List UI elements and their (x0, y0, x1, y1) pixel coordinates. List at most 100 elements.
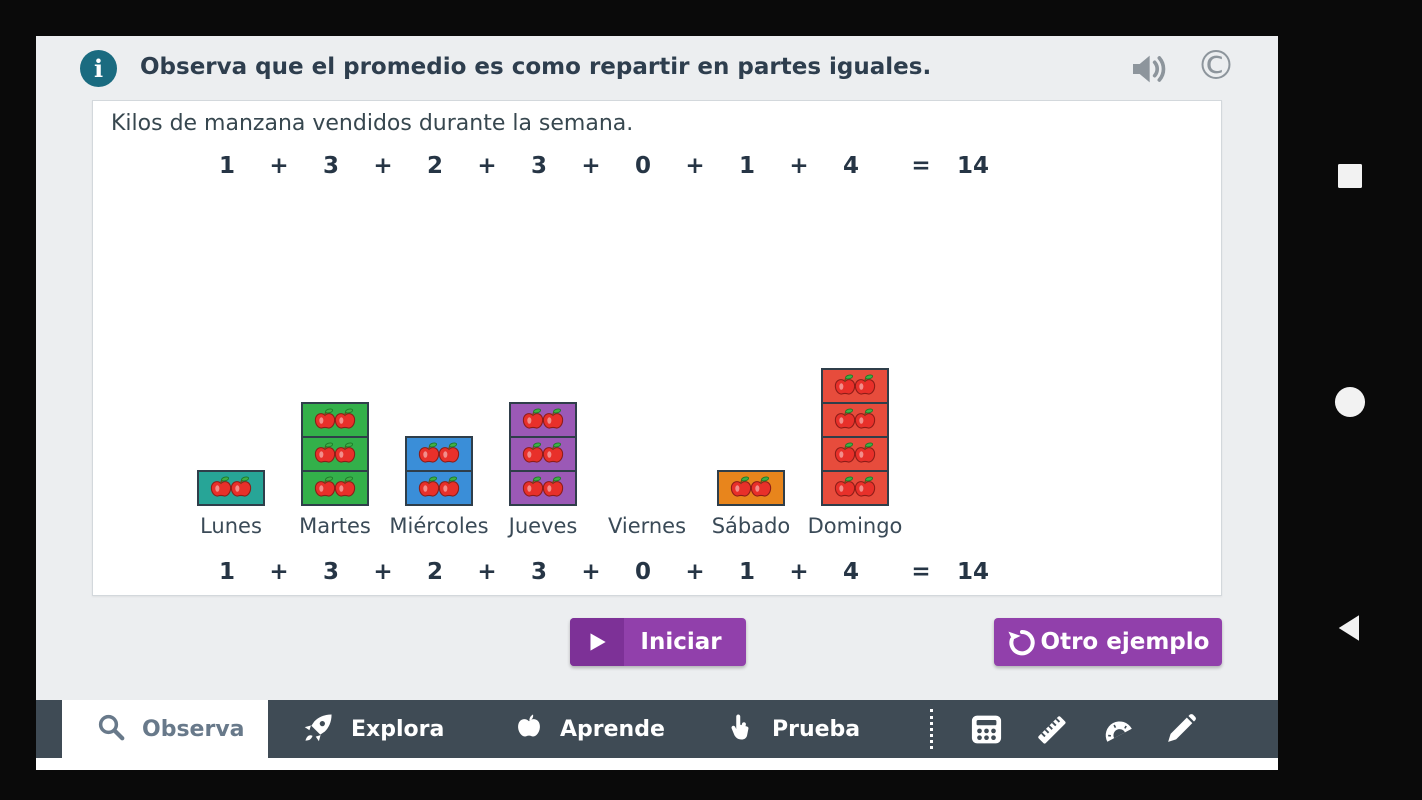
equation-token: + (789, 153, 809, 179)
equation-token: + (373, 153, 393, 179)
chart-column: Sábado (699, 366, 803, 538)
bottom-strip (36, 758, 1278, 770)
apple-cell[interactable] (821, 402, 889, 438)
tabs: Observa Explora Aprende Prueba (62, 700, 904, 758)
equation-token: + (477, 153, 497, 179)
equation-token: + (581, 559, 601, 585)
bar-stack (197, 366, 265, 506)
equation-token: 2 (426, 559, 443, 585)
equation-token: 14 (956, 559, 989, 585)
content-panel: Kilos de manzana vendidos durante la sem… (92, 100, 1222, 596)
day-label: Viernes (607, 514, 687, 538)
tab-explora[interactable]: Explora (268, 700, 480, 758)
header: i Observa que el promedio es como repart… (36, 36, 1278, 100)
equation-token: 3 (530, 559, 547, 585)
bar-chart: Lunes Martes Miércoles Jueves Viernes Sábado D… (179, 366, 907, 538)
tab-prueba[interactable]: Prueba (692, 700, 904, 758)
tab-label: Aprende (560, 716, 665, 742)
tab-label: Observa (142, 716, 245, 742)
apple-cell[interactable] (821, 368, 889, 404)
apple-cell[interactable] (821, 470, 889, 506)
hand-icon (726, 712, 756, 746)
play-icon (570, 618, 624, 666)
equation-token: + (269, 559, 289, 585)
toolbox (969, 700, 1197, 758)
equation-top: 1 +3 +2 +3 +0 +1 +4 = 14 (201, 153, 999, 179)
chart-column: Lunes (179, 366, 283, 538)
android-nav-bar (1278, 0, 1422, 800)
day-label: Sábado (711, 514, 791, 538)
speaker-icon[interactable] (1128, 49, 1168, 93)
tab-aprende[interactable]: Aprende (480, 700, 692, 758)
protractor-icon[interactable] (1099, 712, 1134, 747)
tab-label: Explora (351, 716, 445, 742)
equation-token: 4 (842, 559, 859, 585)
apple-cell[interactable] (509, 436, 577, 472)
equation-token: 0 (634, 559, 651, 585)
tab-bar: Observa Explora Aprende Prueba (36, 700, 1278, 758)
copyright-icon[interactable]: © (1196, 43, 1236, 89)
equation-token: + (477, 559, 497, 585)
equation-token: + (789, 559, 809, 585)
equation-token: = (911, 559, 931, 585)
bar-stack (509, 366, 577, 506)
equation-token: 1 (738, 559, 755, 585)
bar-stack (821, 366, 889, 506)
restart-icon (1006, 626, 1038, 658)
day-label: Martes (299, 514, 371, 538)
ruler-icon[interactable] (1034, 712, 1069, 747)
apple-cell[interactable] (821, 436, 889, 472)
other-example-label: Otro ejemplo (1040, 629, 1210, 655)
chart-column: Miércoles (387, 366, 491, 538)
pencil-icon[interactable] (1164, 713, 1197, 746)
day-label: Jueves (508, 514, 578, 538)
apple-cell[interactable] (509, 470, 577, 506)
equation-bottom: 1 +3 +2 +3 +0 +1 +4 = 14 (201, 559, 999, 585)
chart-title: Kilos de manzana vendidos durante la sem… (111, 111, 634, 136)
chart-column: Domingo (803, 366, 907, 538)
equation-token: + (269, 153, 289, 179)
start-button-label: Iniciar (640, 629, 722, 655)
equation-token: 3 (322, 153, 339, 179)
equation-token: 2 (426, 153, 443, 179)
apple-cell[interactable] (301, 436, 369, 472)
other-example-button[interactable]: Otro ejemplo (994, 618, 1222, 666)
equation-token: + (685, 153, 705, 179)
tab-label: Prueba (772, 716, 861, 742)
chart-column: Jueves (491, 366, 595, 538)
equation-token: = (911, 153, 931, 179)
apple-cell[interactable] (509, 402, 577, 438)
back-button[interactable] (1332, 610, 1368, 650)
chart-column: Viernes (595, 366, 699, 538)
apple-cell[interactable] (405, 436, 473, 472)
day-label: Lunes (200, 514, 262, 538)
calculator-icon[interactable] (969, 712, 1004, 747)
info-icon[interactable]: i (80, 50, 117, 87)
tab-observa[interactable]: Observa (62, 700, 268, 758)
equation-token: 1 (738, 153, 755, 179)
apple-cell[interactable] (301, 402, 369, 438)
info-glyph: i (93, 54, 104, 83)
recent-apps-button[interactable] (1332, 158, 1368, 198)
home-button[interactable] (1331, 383, 1369, 425)
apple-cell[interactable] (717, 470, 785, 506)
bar-stack (717, 366, 785, 506)
equation-token: 4 (842, 153, 859, 179)
equation-token: 3 (530, 153, 547, 179)
equation-token: + (685, 559, 705, 585)
apple-cell[interactable] (405, 470, 473, 506)
equation-token: + (581, 153, 601, 179)
apple-cell[interactable] (197, 470, 265, 506)
apple-cell[interactable] (301, 470, 369, 506)
equation-token: + (373, 559, 393, 585)
day-label: Miércoles (389, 514, 489, 538)
equation-token: 0 (634, 153, 651, 179)
tab-tools-separator (930, 709, 933, 749)
rocket-icon (302, 711, 335, 748)
equation-token: 3 (322, 559, 339, 585)
chart-column: Martes (283, 366, 387, 538)
equation-token: 1 (218, 559, 235, 585)
apple-icon (514, 712, 544, 746)
start-button[interactable]: Iniciar (570, 618, 746, 666)
